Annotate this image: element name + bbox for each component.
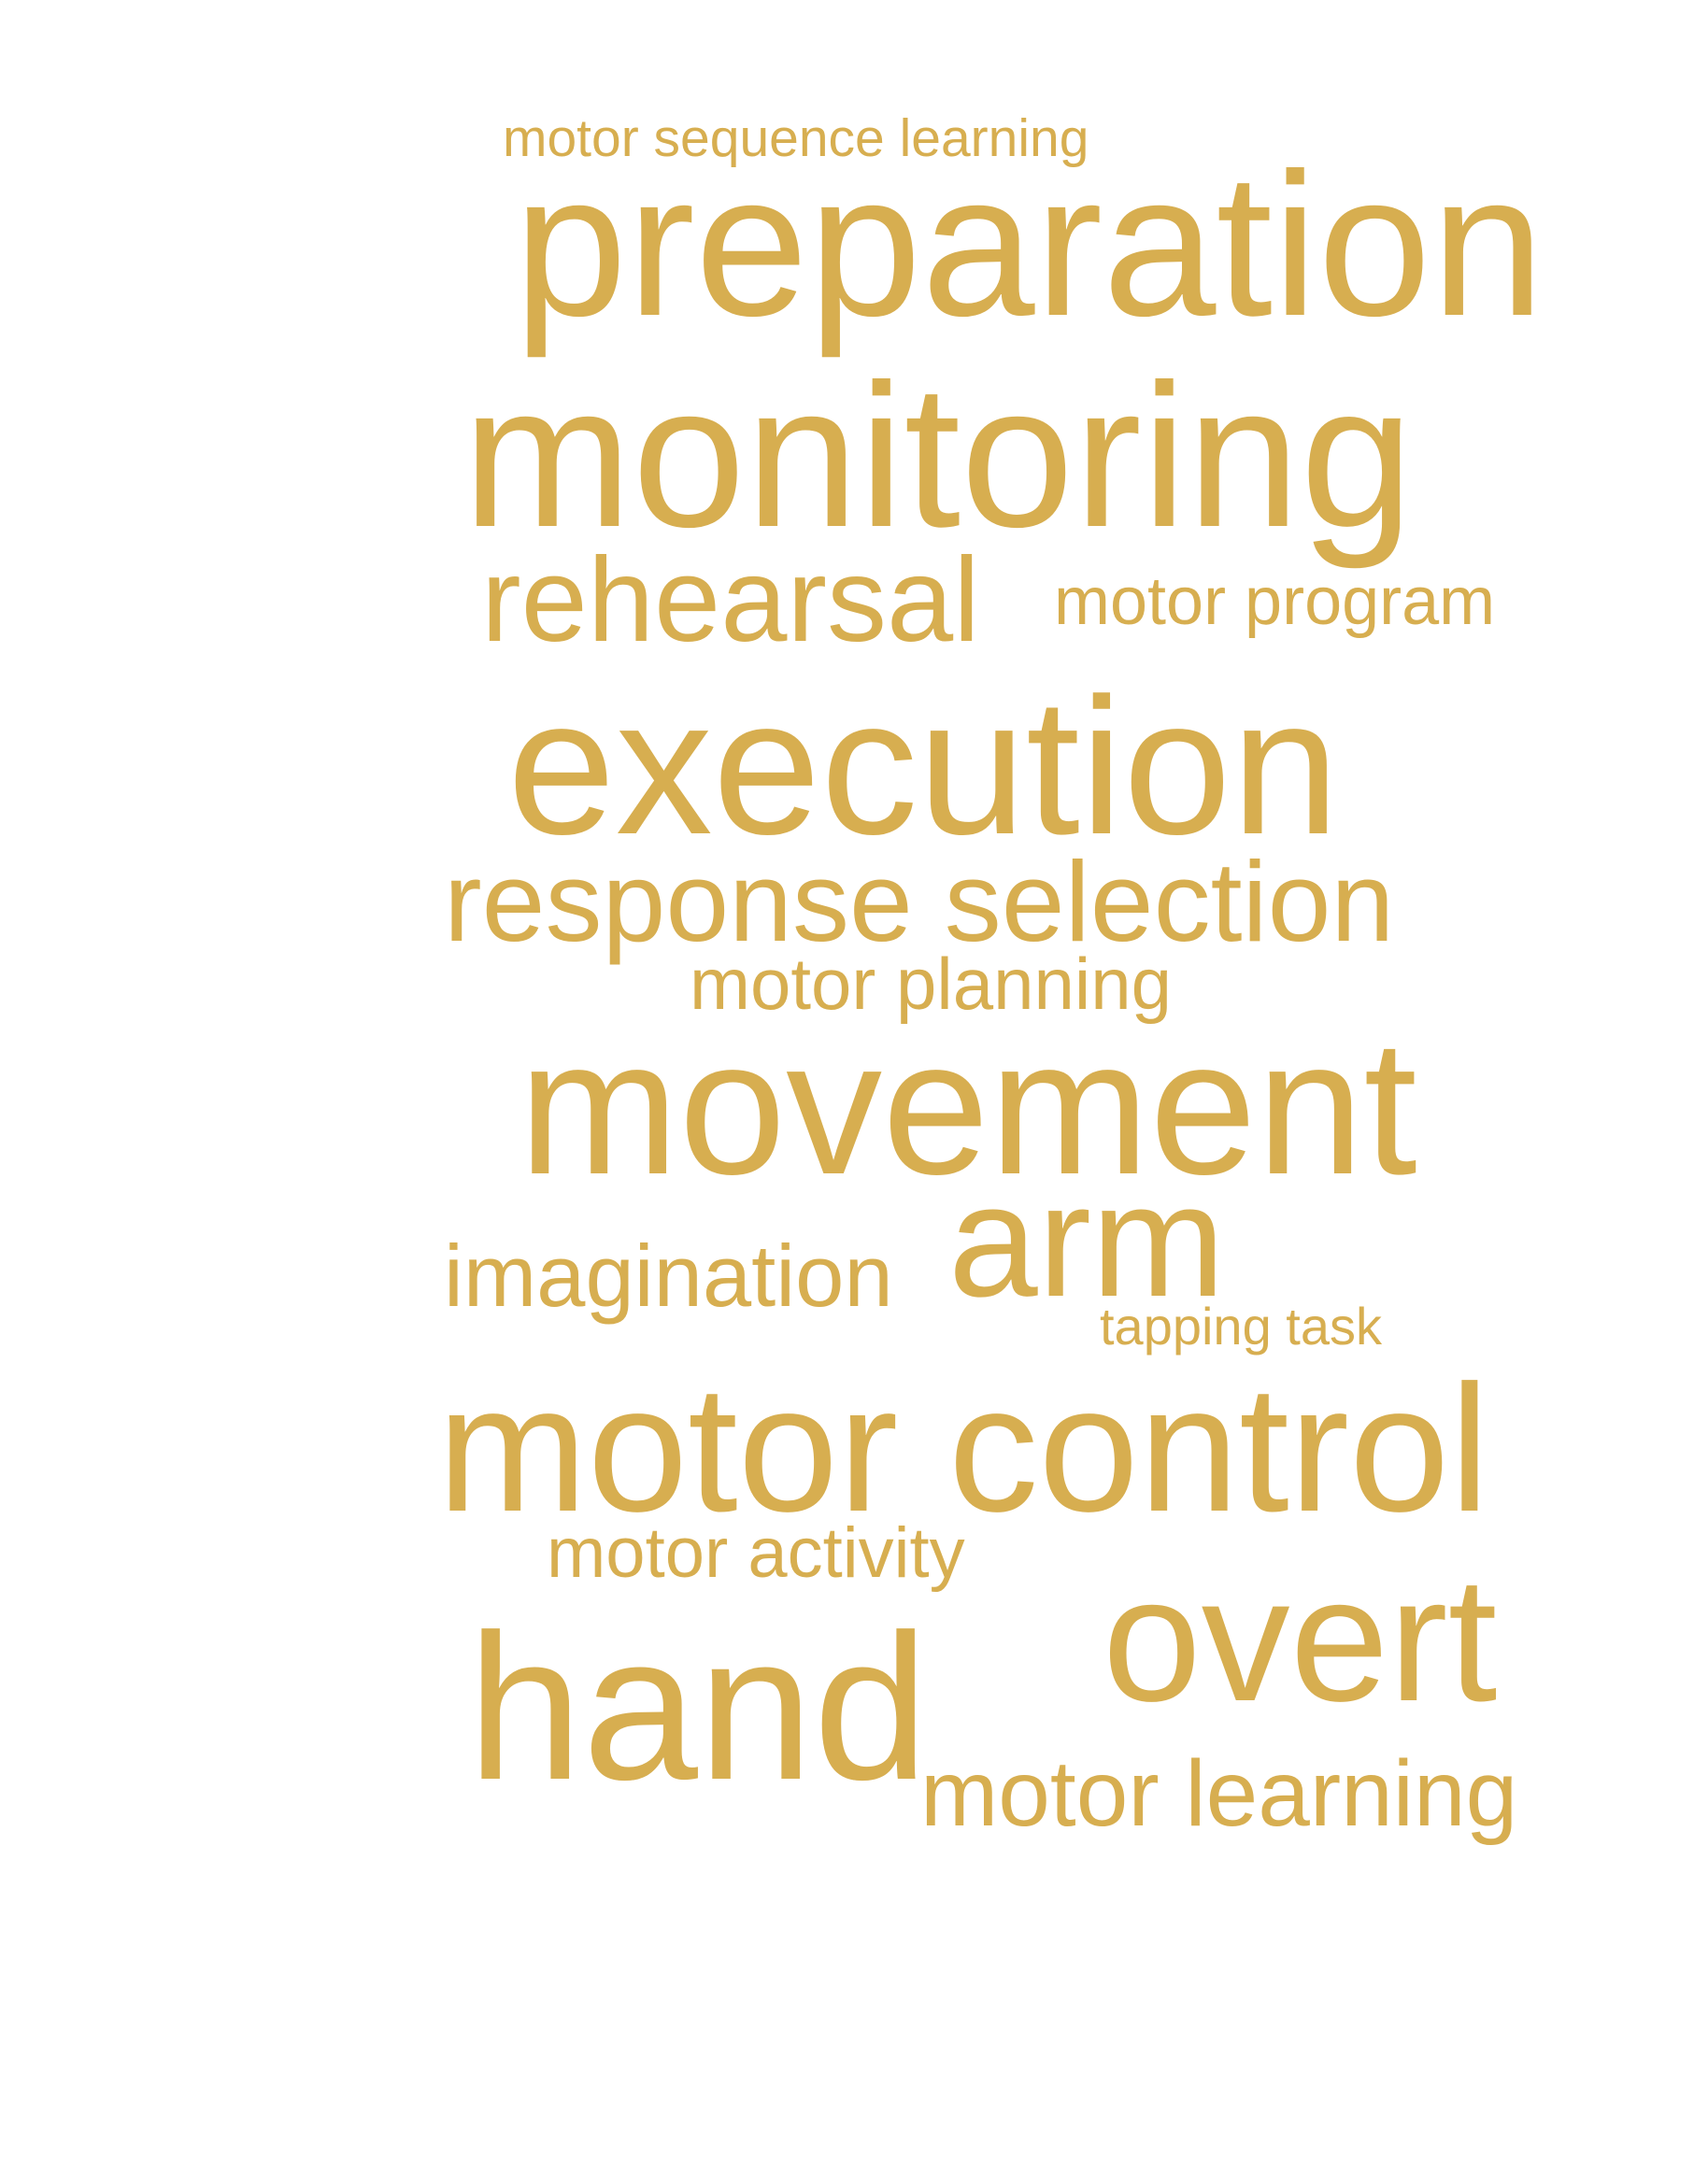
word-movement: movement xyxy=(519,1000,1417,1214)
word-preparation: preparation xyxy=(514,132,1544,359)
word-monitoring: monitoring xyxy=(463,343,1414,570)
word-tapping-task: tapping task xyxy=(1100,1297,1382,1356)
word-motor-sequence-learning: motor sequence learning xyxy=(503,108,1089,168)
word-motor-activity: motor activity xyxy=(547,1513,965,1593)
word-motor-control: motor control xyxy=(437,1347,1490,1549)
word-execution: execution xyxy=(507,659,1340,875)
word-motor-learning: motor learning xyxy=(920,1741,1518,1846)
word-arm: arm xyxy=(948,1151,1226,1330)
word-hand: hand xyxy=(467,1592,929,1824)
word-response-selection: response selection xyxy=(444,838,1395,965)
word-imagination: imagination xyxy=(444,1227,893,1325)
word-rehearsal: rehearsal xyxy=(481,533,980,667)
word-motor-planning: motor planning xyxy=(690,943,1172,1025)
word-motor-program: motor program xyxy=(1054,564,1496,639)
word-overt: overt xyxy=(1103,1540,1498,1739)
